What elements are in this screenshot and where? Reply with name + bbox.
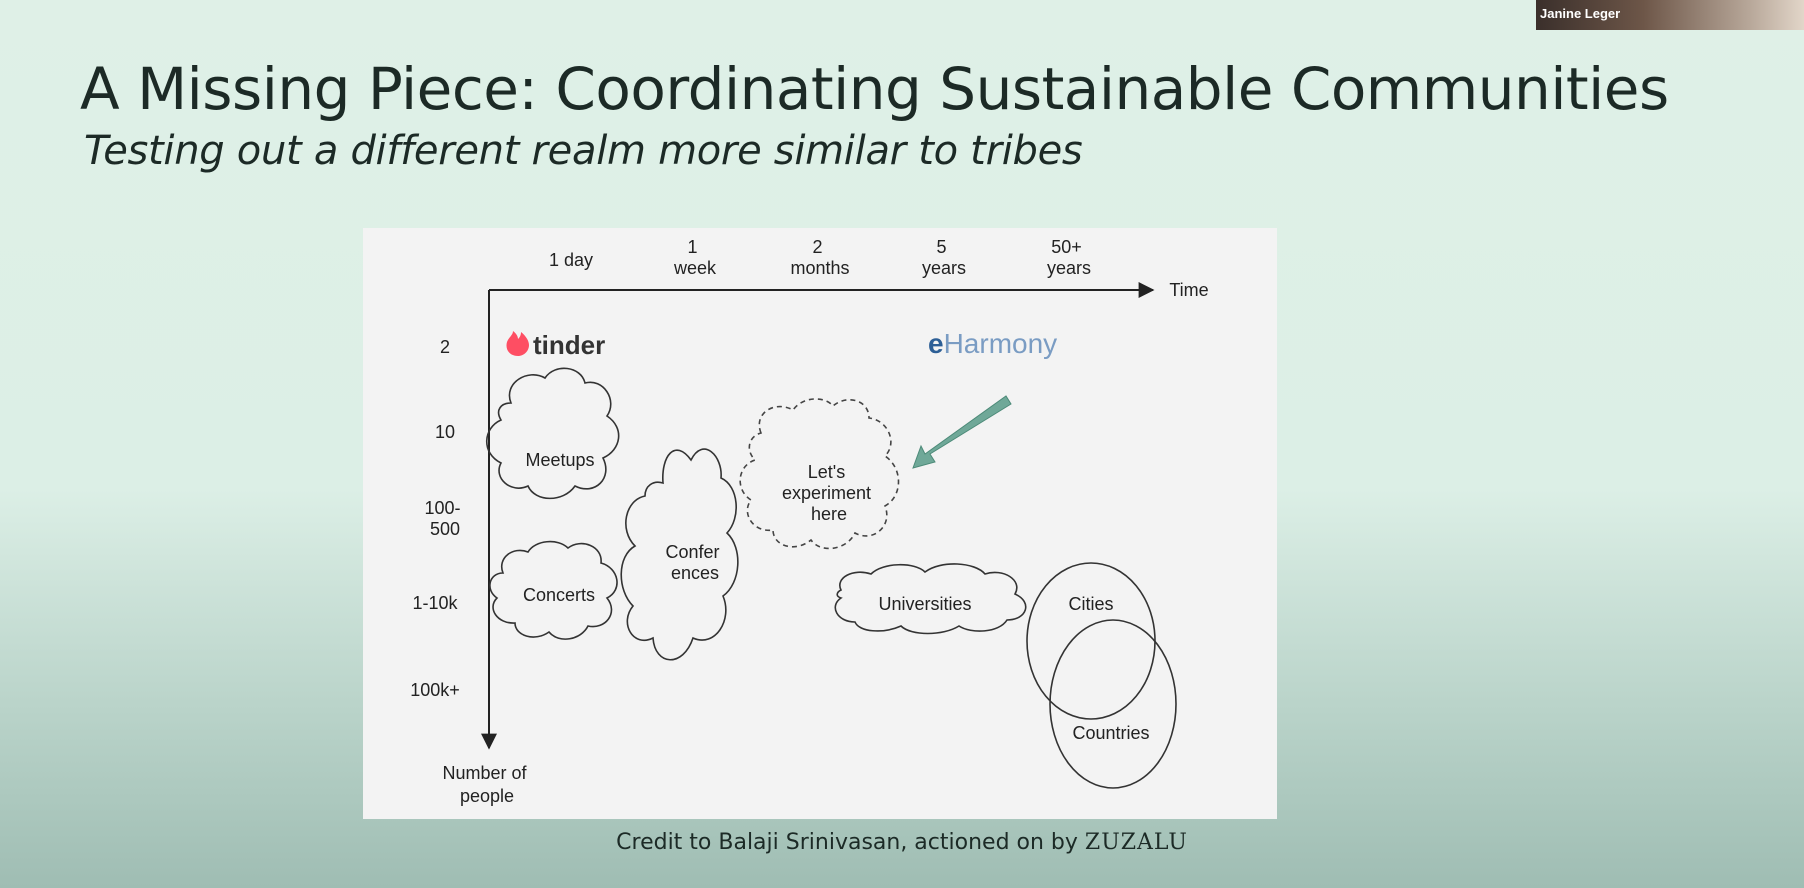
diagram-figure: Time Number of people 1 day 1 week 2 mon… <box>363 228 1277 819</box>
people-tick-100k: 100k+ <box>410 680 460 700</box>
experiment-pointer-arrow-icon <box>912 395 1012 469</box>
time-axis-label: Time <box>1169 280 1208 300</box>
people-tick-100-500: 100- 500 <box>424 498 465 539</box>
cities-circle <box>1026 562 1156 720</box>
tinder-wordmark: tinder <box>533 330 605 360</box>
slide-title: A Missing Piece: Coordinating Sustainabl… <box>80 55 1669 123</box>
people-axis-label: Number of people <box>442 763 531 806</box>
concerts-label: Concerts <box>523 585 595 605</box>
eharmony-logo: eHarmony <box>928 328 1057 359</box>
eharmony-wordmark: Harmony <box>944 328 1058 359</box>
people-tick-2: 2 <box>440 337 450 357</box>
concerts-cloud <box>489 540 618 640</box>
people-tick-10: 10 <box>435 422 455 442</box>
meetups-cloud <box>486 367 620 500</box>
tinder-logo: tinder <box>506 330 605 360</box>
conferences-cloud <box>620 448 739 661</box>
webcam-name: Janine Leger <box>1540 6 1621 21</box>
time-tick-1-day: 1 day <box>549 250 593 270</box>
zuzalu-brand: ZUZALU <box>1084 830 1188 855</box>
countries-circle <box>1049 619 1177 789</box>
slide-subtitle: Testing out a different realm more simil… <box>84 128 1083 174</box>
time-tick-2-months: 2 months <box>790 237 849 278</box>
time-tick-50-years: 50+ years <box>1047 237 1091 278</box>
credit-line: Credit to Balaji Srinivasan, actioned on… <box>0 830 1804 855</box>
time-tick-1-week: 1 week <box>673 237 717 278</box>
experiment-label: Let's experiment here <box>782 462 876 524</box>
conferences-label: Confer ences <box>665 542 724 583</box>
credit-text: Credit to Balaji Srinivasan, actioned on… <box>616 830 1078 855</box>
universities-label: Universities <box>878 594 971 614</box>
meetups-label: Meetups <box>525 450 594 470</box>
webcam-thumbnail <box>1536 0 1804 30</box>
experiment-cloud <box>739 398 900 550</box>
countries-label: Countries <box>1072 723 1149 743</box>
eharmony-e: e <box>928 328 944 359</box>
universities-cloud <box>834 563 1027 635</box>
cities-label: Cities <box>1068 594 1113 614</box>
diagram-svg: Time Number of people 1 day 1 week 2 mon… <box>410 237 1208 806</box>
people-tick-1-10k: 1-10k <box>412 593 458 613</box>
tinder-flame-icon <box>506 331 529 356</box>
time-tick-5-years: 5 years <box>922 237 966 278</box>
